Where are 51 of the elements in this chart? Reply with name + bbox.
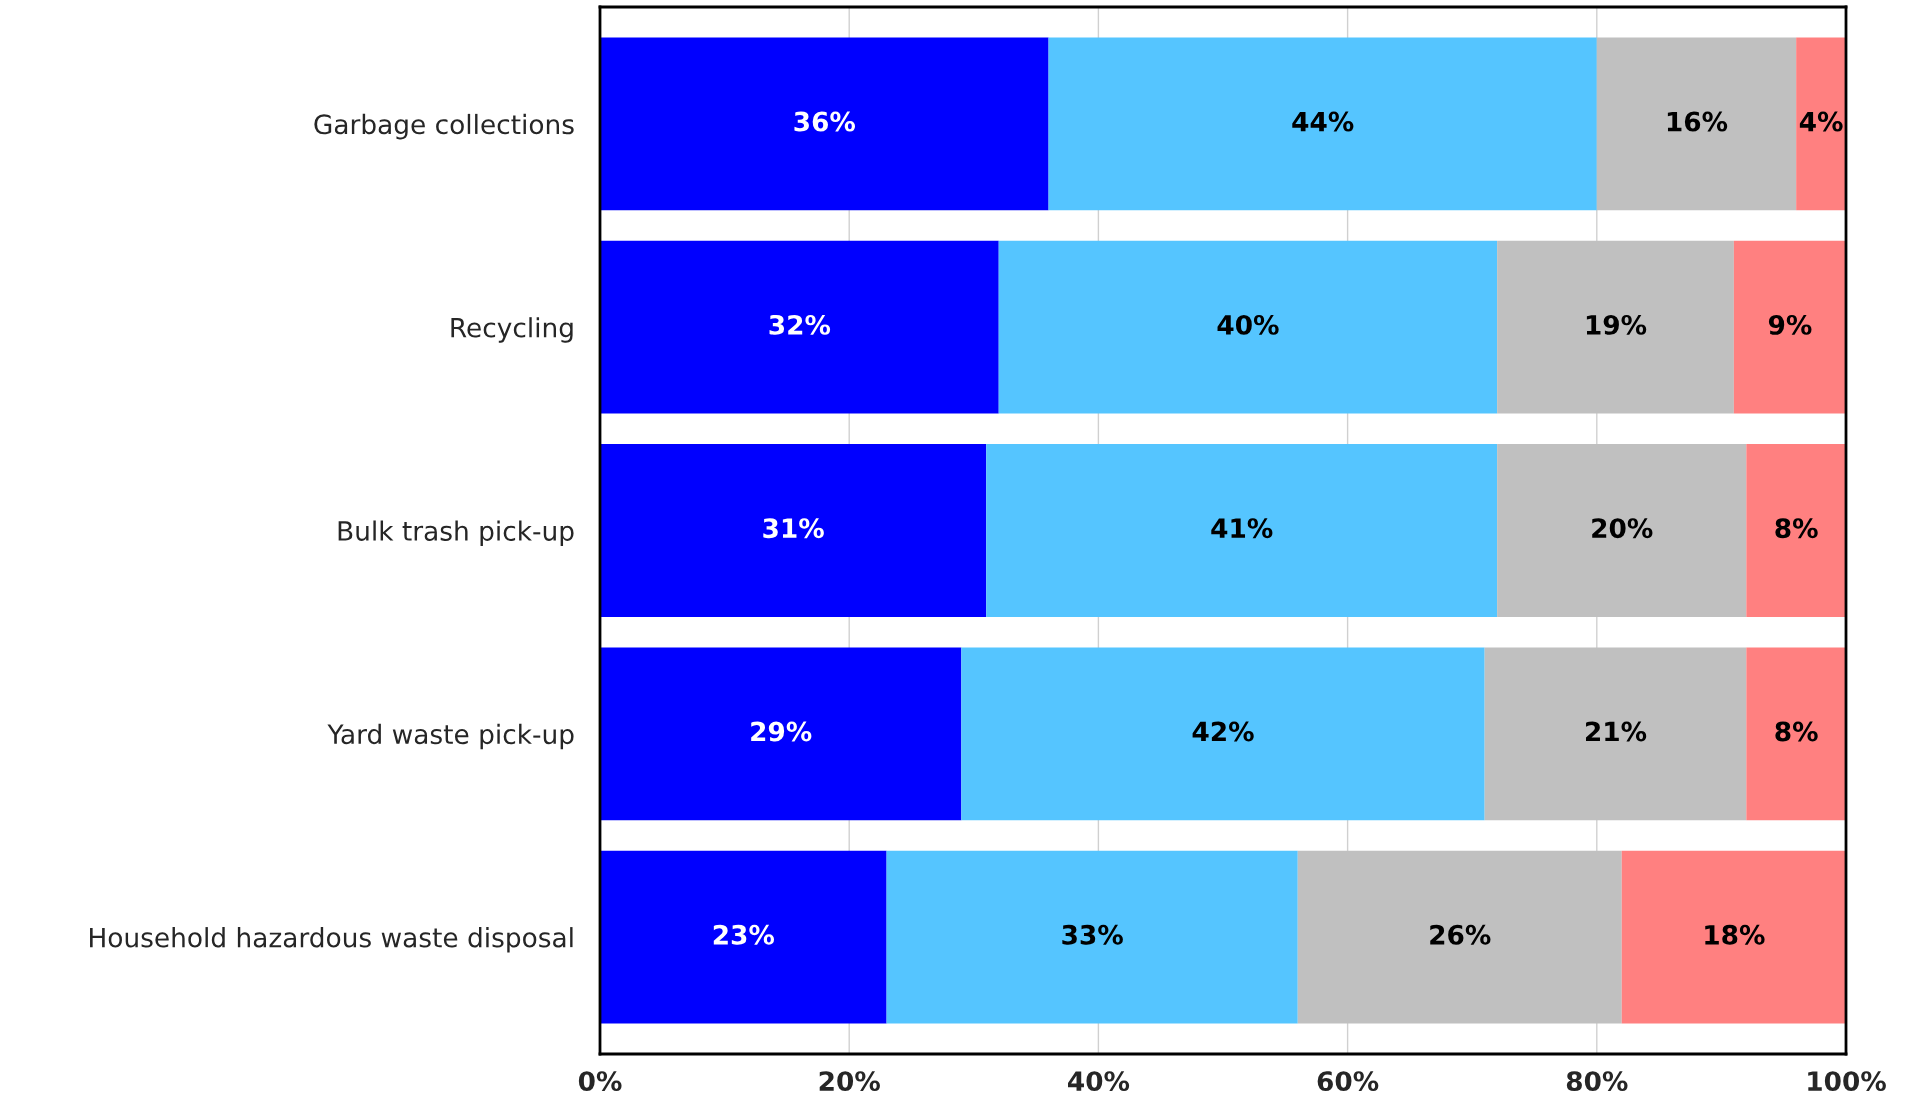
data-label: 33%: [1062, 924, 1123, 945]
bar: [600, 240, 999, 414]
y-tick-label: Household hazardous waste disposal: [90, 927, 573, 953]
data-label: 41%: [1211, 518, 1273, 539]
data-label: 9%: [1768, 314, 1812, 335]
y-tick-label: Yard waste pick-up: [327, 723, 574, 750]
bar: [1497, 444, 1747, 617]
bar: [1484, 647, 1747, 821]
bar: [1621, 850, 1846, 1024]
x-tick-label: 60%: [1317, 1071, 1379, 1092]
bar: [1497, 240, 1734, 414]
data-label: 20%: [1592, 518, 1653, 539]
data-label: 4%: [1799, 111, 1843, 132]
x-tick-label: 80%: [1566, 1071, 1628, 1092]
data-label: 32%: [769, 314, 831, 335]
data-label: 16%: [1667, 111, 1728, 132]
bar: [986, 444, 1498, 617]
bar: [1733, 240, 1846, 414]
bar: [1297, 850, 1622, 1024]
bar: [998, 240, 1498, 414]
x-tick-label: 0%: [578, 1071, 622, 1092]
data-label: 8%: [1775, 721, 1818, 742]
data-label: 8%: [1775, 518, 1818, 539]
bar: [1746, 444, 1846, 617]
data-label: 36%: [794, 111, 856, 132]
x-tick-label: 100%: [1808, 1071, 1886, 1092]
data-label: 19%: [1586, 314, 1647, 335]
bar: [600, 850, 887, 1024]
data-label: 44%: [1292, 111, 1354, 132]
y-tick-label: Bulk trash pick-up: [338, 520, 574, 547]
bar: [1746, 647, 1846, 821]
bar: [600, 647, 962, 821]
bar: [1596, 37, 1797, 211]
data-label: 31%: [763, 518, 824, 539]
bar: [1048, 37, 1597, 211]
x-tick-label: 20%: [819, 1071, 880, 1092]
bar: [600, 444, 987, 617]
data-label: 26%: [1430, 924, 1491, 945]
data-label: 18%: [1705, 924, 1765, 945]
bar: [600, 37, 1049, 211]
bar: [1796, 37, 1846, 211]
data-label: 29%: [751, 721, 812, 742]
x-tick-label: 40%: [1068, 1071, 1130, 1092]
data-label: 42%: [1192, 721, 1254, 742]
data-label: 21%: [1585, 721, 1647, 742]
bar: [886, 850, 1298, 1024]
data-label: 40%: [1217, 314, 1279, 335]
y-tick-label: Recycling: [451, 317, 573, 343]
bar: [961, 647, 1485, 821]
y-tick-label: Garbage collections: [314, 113, 574, 140]
data-label: 23%: [713, 924, 775, 945]
